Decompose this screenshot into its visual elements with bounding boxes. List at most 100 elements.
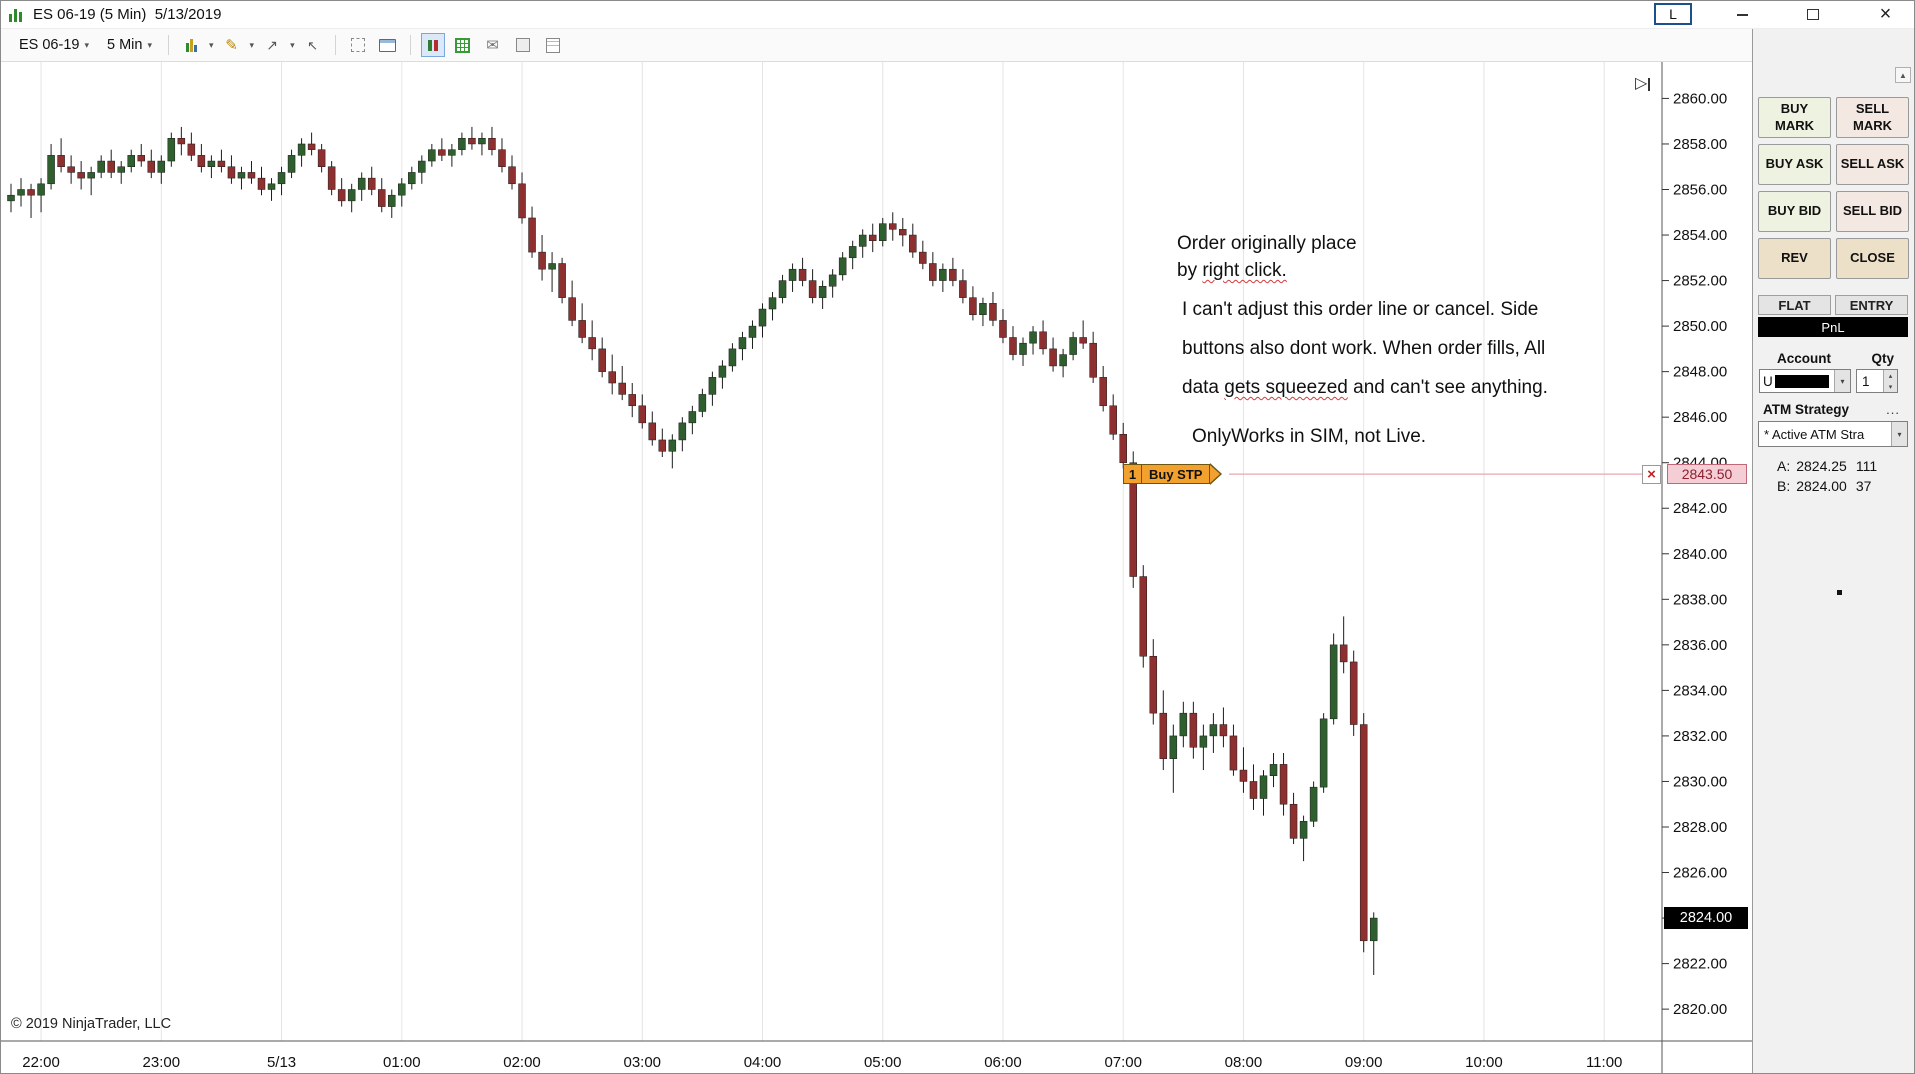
chart-region: 22:00 23:00 5/13 01:00 02:00 03:00 04:00 05:00 0…	[1, 62, 1752, 1073]
account-qty-labels: Account Qty	[1753, 351, 1914, 366]
chevron-down-icon[interactable]: ▾	[290, 39, 295, 50]
svg-text:2836.00: 2836.00	[1673, 637, 1727, 654]
order-tag-arrow-icon	[1210, 465, 1221, 483]
chart-toolbar: ES 06-19 ▾ 5 Min ▾ ▾ ✎ ▾ ↗ ▾ ↖	[1, 29, 1752, 62]
svg-text:05:00: 05:00	[864, 1054, 902, 1071]
grid-icon[interactable]	[451, 33, 475, 57]
svg-text:07:00: 07:00	[1104, 1054, 1142, 1071]
indicators-icon[interactable]	[179, 33, 203, 57]
sell-market-button[interactable]: SELL MARK	[1836, 97, 1909, 138]
instrument-label: ES 06-19	[19, 37, 80, 53]
svg-text:2854.00: 2854.00	[1673, 227, 1727, 244]
page-icon	[545, 37, 560, 53]
chart-note: Order originally place by right click. I…	[1177, 230, 1548, 450]
drawing-tools-icon[interactable]: ✎	[220, 33, 244, 57]
interval-selector[interactable]: 5 Min ▾	[101, 35, 158, 55]
svg-text:2840.00: 2840.00	[1673, 546, 1727, 563]
maximize-button[interactable]	[1785, 1, 1841, 28]
spin-down-icon[interactable]: ▾	[1884, 381, 1897, 392]
scroll-up-button[interactable]: ▲	[1895, 67, 1911, 83]
chevron-down-icon: ▾	[84, 39, 89, 50]
order-type-label: Buy STP	[1142, 464, 1211, 484]
buy-bid-button[interactable]: BUY BID	[1758, 191, 1831, 232]
go-to-last-bar-icon[interactable]: ▷	[1635, 76, 1651, 92]
atm-strategy-value: * Active ATM Stra	[1764, 426, 1865, 442]
svg-text:01:00: 01:00	[383, 1054, 421, 1071]
sell-ask-button[interactable]: SELL ASK	[1836, 144, 1909, 185]
entry-button[interactable]: ENTRY	[1835, 295, 1908, 315]
account-redaction	[1774, 374, 1829, 388]
last-price-label: 2824.00	[1664, 907, 1748, 929]
svg-text:2834.00: 2834.00	[1673, 682, 1727, 699]
pencil-icon: ✎	[225, 36, 238, 54]
pointer-tool-icon[interactable]: ↗	[260, 33, 284, 57]
note-text: data	[1182, 377, 1225, 398]
minimize-button[interactable]	[1714, 1, 1770, 28]
arrow-ne-icon: ↗	[266, 37, 278, 53]
svg-text:2848.00: 2848.00	[1673, 364, 1727, 381]
chart-style-icon[interactable]	[420, 33, 445, 57]
order-price-label[interactable]: 2843.50	[1667, 464, 1747, 484]
atm-more-button[interactable]: ...	[1886, 402, 1900, 417]
svg-text:2860.00: 2860.00	[1673, 90, 1727, 107]
interval-label: 5 Min	[107, 37, 143, 53]
spinner-arrows[interactable]: ▴ ▾	[1883, 370, 1897, 392]
svg-text:22:00: 22:00	[22, 1054, 60, 1071]
svg-text:2846.00: 2846.00	[1673, 409, 1727, 426]
buy-market-button[interactable]: BUY MARK	[1758, 97, 1831, 138]
flat-button[interactable]: FLAT	[1758, 295, 1831, 315]
svg-text:11:00: 11:00	[1586, 1054, 1622, 1071]
account-label: Account	[1777, 351, 1831, 366]
atm-strategy-select[interactable]: * Active ATM Stra ▾	[1758, 421, 1908, 447]
order-buttons: BUY MARK SELL MARK BUY ASK SELL ASK BUY …	[1758, 97, 1914, 279]
svg-text:2822.00: 2822.00	[1673, 956, 1727, 973]
close-position-button[interactable]: CLOSE	[1836, 238, 1909, 279]
atm-strategy-label: ATM Strategy	[1763, 402, 1850, 417]
note-text: and can't see anything.	[1347, 377, 1548, 398]
price-chart[interactable]: 22:00 23:00 5/13 01:00 02:00 03:00 04:00 05:00 0…	[1, 62, 1752, 1073]
arrow-nw-icon: ↖	[307, 37, 319, 53]
close-button[interactable]: ×	[1856, 1, 1915, 28]
properties-icon[interactable]	[541, 33, 565, 57]
buy-ask-button[interactable]: BUY ASK	[1758, 144, 1831, 185]
chevron-down-icon: ▾	[147, 39, 152, 50]
marker-tool-icon[interactable]: ↖	[301, 33, 325, 57]
chevron-down-icon[interactable]: ▾	[209, 39, 214, 50]
svg-text:5/13: 5/13	[267, 1054, 296, 1071]
indicator-bars-icon	[185, 38, 197, 52]
chevron-down-icon[interactable]: ▾	[249, 39, 255, 50]
quantity-stepper[interactable]: 1 ▴ ▾	[1856, 369, 1898, 393]
svg-text:2838.00: 2838.00	[1673, 591, 1727, 608]
qty-label: Qty	[1871, 351, 1894, 366]
sell-bid-button[interactable]: SELL BID	[1836, 191, 1909, 232]
note-line: OnlyWorks in SIM, not Live.	[1192, 426, 1427, 447]
dashed-box-icon	[350, 38, 365, 52]
ask-size: 111	[1855, 458, 1878, 474]
candlestick-icon	[427, 39, 438, 51]
toolbar-separator	[334, 35, 336, 55]
buy-stop-order-tag[interactable]: 1 Buy STP	[1123, 463, 1223, 485]
instrument-selector[interactable]: ES 06-19 ▾	[13, 35, 95, 55]
account-select[interactable]: U ▾	[1759, 369, 1851, 393]
email-chart-icon[interactable]: ✉	[481, 33, 505, 57]
note-line: data gets squeezed and can't see anythin…	[1182, 374, 1548, 401]
data-box-icon[interactable]	[376, 33, 400, 57]
toolbar-separator	[168, 35, 169, 55]
envelope-icon: ✉	[486, 36, 499, 54]
up-arrow-icon: ▲	[1899, 70, 1907, 80]
snapshot-icon[interactable]	[511, 33, 535, 57]
link-button[interactable]: L	[1654, 3, 1692, 25]
note-text-misspelled: gets squeezed	[1224, 377, 1348, 398]
spin-up-icon[interactable]: ▴	[1884, 370, 1897, 381]
chevron-down-icon: ▾	[1834, 370, 1850, 392]
note-line: I can't adjust this order line or cancel…	[1182, 299, 1539, 320]
svg-text:2856.00: 2856.00	[1673, 181, 1727, 198]
quantity-value: 1	[1862, 373, 1870, 389]
monitor-icon	[379, 38, 397, 52]
region-select-icon[interactable]	[346, 33, 370, 57]
square-icon	[515, 38, 530, 52]
svg-text:2858.00: 2858.00	[1673, 136, 1727, 153]
reverse-button[interactable]: REV	[1758, 238, 1831, 279]
play-bar-icon	[1648, 77, 1651, 91]
cancel-order-icon[interactable]: ×	[1642, 465, 1661, 484]
